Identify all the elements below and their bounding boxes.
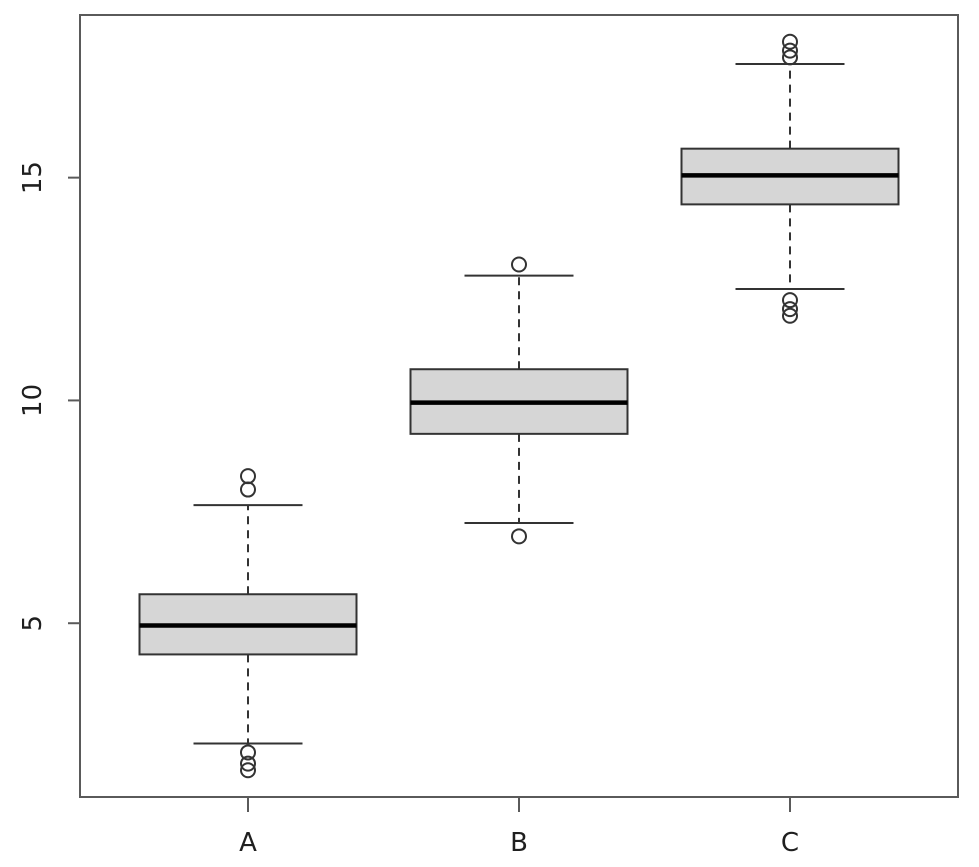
outlier-point-B-0 bbox=[511, 256, 527, 273]
x-tick-label-C: C bbox=[781, 828, 799, 858]
outlier-point-C-2 bbox=[782, 49, 798, 66]
outlier-point-A-4 bbox=[240, 762, 256, 779]
x-tick-label-B: B bbox=[510, 828, 528, 858]
outlier-point-C-4 bbox=[782, 301, 798, 318]
outlier-point-A-1 bbox=[240, 468, 256, 485]
outlier-point-A-3 bbox=[240, 755, 256, 772]
outlier-point-B-1 bbox=[511, 528, 527, 545]
outlier-point-C-0 bbox=[782, 33, 798, 50]
outlier-point-C-1 bbox=[782, 42, 798, 59]
outlier-point-C-3 bbox=[782, 292, 798, 309]
y-tick-label-15: 15 bbox=[18, 161, 48, 194]
x-tick-label-A: A bbox=[239, 828, 257, 858]
y-tick-label-10: 10 bbox=[18, 384, 48, 417]
outlier-point-A-2 bbox=[240, 744, 256, 761]
outlier-point-C-5 bbox=[782, 307, 798, 324]
y-tick-label-5: 5 bbox=[18, 615, 48, 632]
